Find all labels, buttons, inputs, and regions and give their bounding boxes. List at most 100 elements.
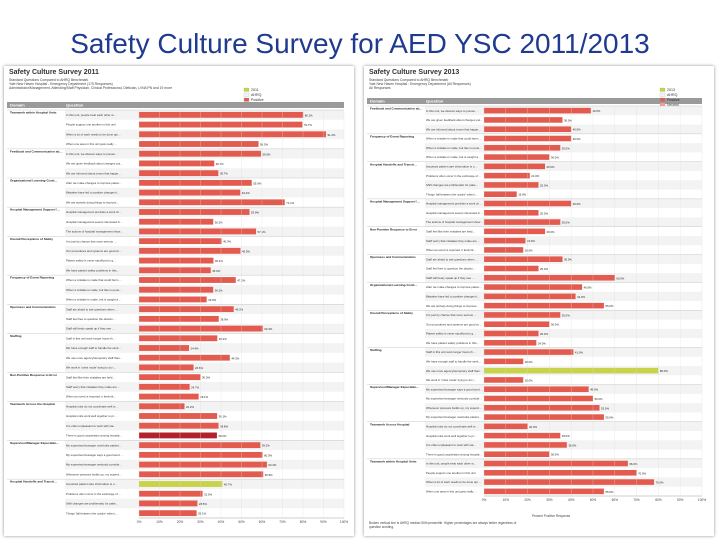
data-label: 28.0% bbox=[547, 165, 555, 169]
bar bbox=[484, 377, 524, 383]
row-stripe bbox=[65, 343, 344, 353]
domain-label: Organizational Learning-Conti… bbox=[370, 283, 417, 287]
domain-label: Hospital Handoffs and Transit… bbox=[370, 162, 417, 166]
bar bbox=[139, 471, 264, 478]
data-label: 35.0% bbox=[562, 313, 570, 317]
data-label: 40.3% bbox=[223, 240, 231, 244]
bar bbox=[484, 256, 563, 262]
question-label: Staff worry that mistakes they make are… bbox=[66, 385, 120, 389]
data-label: 36.3% bbox=[215, 259, 223, 263]
bar bbox=[484, 210, 539, 216]
data-label: 29.1% bbox=[200, 395, 208, 399]
question-label: Hospital management provides a work cli… bbox=[426, 202, 482, 206]
bar bbox=[139, 306, 234, 313]
data-label: 41.0% bbox=[575, 351, 583, 355]
question-label: We have enough staff to handle the work… bbox=[66, 346, 121, 350]
question-label: It is often unpleasant to work with sta… bbox=[426, 443, 476, 447]
question-label: When a mistake is made, but is caught a… bbox=[66, 298, 121, 302]
data-label: 78.0% bbox=[656, 481, 664, 485]
data-label: 20.0% bbox=[529, 425, 537, 429]
data-label: 60.3% bbox=[264, 453, 272, 457]
bar bbox=[139, 490, 203, 497]
data-label: 57.1% bbox=[258, 230, 266, 234]
row-stripe bbox=[425, 161, 702, 171]
question-label: Things 'fall between the cracks' when t… bbox=[66, 511, 118, 515]
data-label: 22.2% bbox=[186, 405, 194, 409]
data-label: 59.2% bbox=[262, 444, 270, 448]
question-label: We work in 'crisis mode' trying to do t… bbox=[426, 378, 476, 382]
question-label: Hospital management seems interested in… bbox=[426, 211, 483, 215]
bar bbox=[139, 218, 214, 225]
data-label: 31.0% bbox=[204, 492, 212, 496]
chart-subtitle: Standard Questions Compared to AHRQ Benc… bbox=[9, 78, 89, 82]
bar bbox=[484, 358, 524, 365]
data-label: 25.0% bbox=[540, 183, 548, 187]
row-stripe bbox=[65, 401, 344, 412]
bar bbox=[484, 312, 561, 318]
row-stripe bbox=[425, 236, 702, 246]
row-stripe bbox=[425, 180, 702, 190]
question-label: There is good cooperation among hospita… bbox=[426, 452, 482, 456]
legend-swatch bbox=[243, 87, 250, 92]
bar bbox=[139, 422, 219, 429]
data-label: 38.8% bbox=[220, 424, 228, 428]
data-label: 53.0% bbox=[601, 406, 609, 410]
bar bbox=[484, 340, 537, 346]
question-label: Problems often occur in the exchange of… bbox=[66, 492, 121, 496]
x-tick-label: 50% bbox=[590, 498, 597, 502]
bar bbox=[484, 219, 561, 225]
domain-label: Hospital Management Support f… bbox=[370, 199, 420, 203]
x-tick-label: 70% bbox=[279, 520, 286, 524]
row-stripe bbox=[425, 310, 702, 320]
question-label: Hospital units work well together to pr… bbox=[66, 414, 117, 418]
bar bbox=[139, 481, 223, 487]
data-label: 35.0% bbox=[562, 434, 570, 438]
header-bar bbox=[7, 102, 344, 108]
data-label: 25.0% bbox=[540, 267, 548, 271]
data-label: 33.0% bbox=[208, 298, 216, 302]
question-label: Hospital management seems interested in… bbox=[66, 220, 123, 224]
bar bbox=[139, 131, 326, 138]
data-label: 40.0% bbox=[573, 202, 581, 206]
x-tick-label: 50% bbox=[238, 520, 245, 524]
data-label: 42.0% bbox=[577, 295, 585, 299]
data-label: 80.1% bbox=[305, 113, 313, 117]
question-label: When an event is reported, it feels lik… bbox=[66, 395, 116, 399]
question-label: After we make changes to improve patien… bbox=[66, 181, 122, 185]
question-label: Our procedures and systems are good at … bbox=[66, 249, 122, 253]
question-label: My supervisor/manager overlooks patient… bbox=[66, 443, 122, 447]
question-label: It is just by chance that more serious … bbox=[66, 239, 117, 243]
domain-label: Hospital Handoffs and Transit… bbox=[10, 480, 57, 484]
data-label: 18.0% bbox=[525, 378, 533, 382]
column-header-domain: Domain bbox=[370, 99, 385, 104]
data-label: 38.0% bbox=[568, 443, 576, 447]
domain-label: Overall Perceptions of Safety bbox=[10, 237, 53, 241]
data-label: 59.5% bbox=[262, 152, 270, 156]
legend-label: Positive bbox=[251, 98, 264, 102]
row-stripe bbox=[425, 421, 702, 431]
bar bbox=[139, 413, 218, 419]
bar bbox=[484, 349, 574, 355]
slide-title: Safety Culture Survey for AED YSC 2011/2… bbox=[70, 28, 650, 59]
data-label: 53.9% bbox=[251, 211, 259, 215]
chart-title: Safety Culture Survey 2011 bbox=[9, 69, 99, 76]
question-label: We are given feedback about changes put… bbox=[426, 118, 483, 122]
chart-subtitle-3: Administrator/Management, Attending/Staf… bbox=[9, 86, 173, 90]
domain-label: Teamwork Across the Hospital bbox=[10, 402, 55, 406]
question-label: After we make changes to improve patien… bbox=[426, 285, 482, 289]
question-label: Hospital units work well together to pr… bbox=[426, 434, 477, 438]
bar bbox=[484, 442, 567, 448]
question-label: Problems often occur in the exchange of… bbox=[426, 174, 481, 178]
data-label: 36.2% bbox=[215, 220, 223, 224]
data-label: 49.5% bbox=[242, 249, 250, 253]
data-label: 38.9% bbox=[220, 317, 228, 321]
x-tick-label: 90% bbox=[320, 520, 327, 524]
question-label: Hospital units do not coordinate well w… bbox=[426, 424, 478, 428]
data-label: 50.0% bbox=[595, 397, 603, 401]
bar bbox=[484, 172, 530, 179]
bar bbox=[484, 182, 539, 188]
domain-label: Openness and Communication bbox=[370, 255, 416, 259]
question-label: Staff feel like their mistakes are held… bbox=[66, 375, 115, 379]
question-label: Things 'fall between the cracks' when t… bbox=[426, 192, 478, 196]
